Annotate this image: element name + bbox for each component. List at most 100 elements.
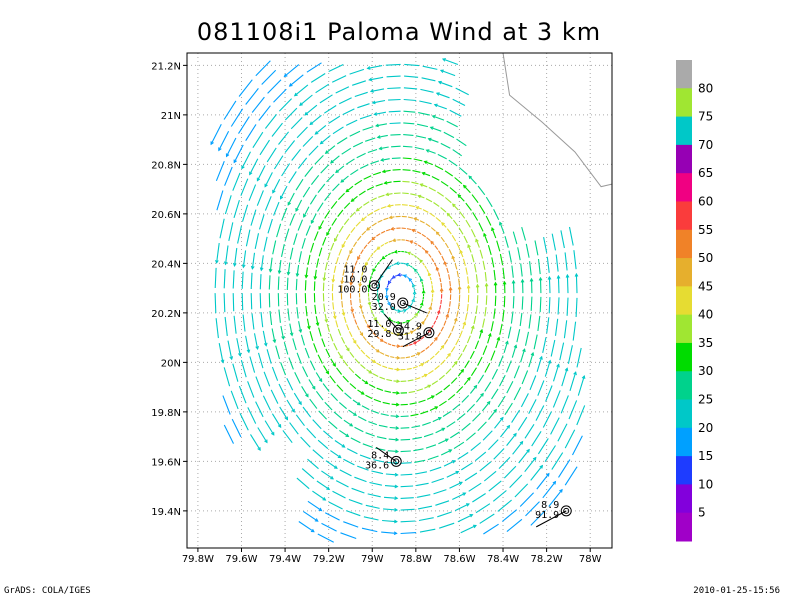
- streamline-segment: [324, 401, 333, 411]
- streamline-arrow: [367, 302, 372, 307]
- streamline-segment: [530, 510, 546, 526]
- streamline-arrow: [434, 406, 439, 410]
- station-label: 29.8: [367, 329, 391, 340]
- streamline-arrow: [565, 273, 570, 278]
- streamline-segment: [421, 77, 436, 82]
- streamline-segment: [345, 119, 358, 126]
- streamline-segment: [575, 297, 578, 318]
- streamline-segment: [434, 245, 439, 250]
- streamline-segment: [340, 175, 349, 183]
- streamline-arrow: [376, 246, 381, 250]
- streamline-arrow: [486, 400, 491, 405]
- streamline-segment: [227, 340, 233, 360]
- streamline-segment: [343, 521, 359, 528]
- coastline-path: [502, 52, 613, 188]
- streamline-arrow: [264, 439, 268, 444]
- streamline-segment: [367, 257, 371, 262]
- streamline-segment: [440, 69, 456, 77]
- streamline-segment: [336, 367, 343, 375]
- streamline-segment: [472, 212, 479, 221]
- streamline-arrow: [352, 340, 357, 345]
- streamline-segment: [394, 275, 397, 277]
- streamline-segment: [232, 363, 239, 382]
- streamline-arrow: [233, 159, 237, 164]
- streamline-arrow: [329, 159, 334, 164]
- streamline-segment: [316, 480, 330, 490]
- streamline-segment: [459, 250, 464, 258]
- streamline-segment: [317, 533, 334, 543]
- streamline-segment: [391, 307, 394, 310]
- streamline-segment: [440, 180, 449, 187]
- streamline-arrow: [210, 141, 214, 146]
- streamline-segment: [250, 209, 257, 226]
- streamline-arrow: [263, 342, 268, 347]
- streamline-arrow: [241, 165, 245, 170]
- streamline-segment: [478, 329, 483, 339]
- streamline-arrow: [339, 355, 343, 360]
- streamline-segment: [366, 186, 375, 191]
- streamline-segment: [435, 350, 440, 356]
- streamline-segment: [511, 409, 521, 423]
- streamline-segment: [519, 312, 523, 327]
- streamline-segment: [231, 418, 242, 438]
- streamline-segment: [379, 351, 385, 355]
- streamline-arrow: [529, 277, 534, 282]
- streamline-arrow: [522, 348, 526, 353]
- streamline-segment: [454, 263, 458, 270]
- streamline-segment: [424, 359, 430, 364]
- streamline-segment: [552, 390, 561, 408]
- streamline-segment: [485, 196, 493, 208]
- streamline-segment: [502, 267, 505, 279]
- wind-barb: [384, 313, 399, 331]
- streamline-segment: [437, 272, 441, 277]
- streamline-arrow: [439, 287, 444, 292]
- streamline-segment: [379, 277, 382, 281]
- streamline-arrow: [288, 83, 293, 87]
- streamline-segment: [351, 195, 358, 202]
- streamline-segment: [548, 276, 551, 294]
- streamline-arrow: [472, 524, 477, 529]
- streamline-arrow: [532, 456, 537, 461]
- streamline-segment: [239, 413, 249, 431]
- streamline-arrow: [435, 231, 440, 236]
- streamline-segment: [461, 395, 470, 403]
- streamline-segment: [284, 64, 300, 77]
- streamline-segment: [426, 395, 435, 400]
- streamline-segment: [504, 236, 509, 248]
- streamline-segment: [544, 445, 556, 462]
- streamline-segment: [266, 147, 277, 163]
- streamline-segment: [520, 348, 526, 363]
- streamline-segment: [325, 460, 338, 469]
- streamline-segment: [408, 390, 416, 394]
- streamline-segment: [528, 399, 537, 414]
- streamline-segment: [302, 366, 309, 378]
- streamline-segment: [413, 448, 424, 452]
- streamline-segment: [342, 108, 355, 116]
- streamline-arrow: [439, 69, 444, 74]
- streamline-segment: [464, 313, 468, 321]
- streamline-segment: [337, 209, 344, 217]
- streamline-segment: [477, 374, 485, 384]
- y-tick-label: 20.8N: [151, 160, 181, 171]
- streamline-arrow: [349, 281, 354, 286]
- streamlines: [210, 58, 586, 543]
- streamline-segment: [390, 415, 399, 418]
- streamline-segment: [384, 485, 398, 488]
- streamline-segment: [457, 353, 463, 361]
- streamline-segment: [534, 240, 539, 256]
- streamline-arrow: [406, 251, 411, 256]
- colorbar-label: 55: [698, 223, 713, 237]
- streamline-segment: [491, 257, 495, 268]
- streamline-segment: [512, 441, 524, 455]
- streamline-segment: [271, 366, 279, 381]
- streamline-segment: [302, 186, 311, 198]
- streamline-arrow: [395, 426, 400, 430]
- streamline-segment: [429, 466, 442, 472]
- x-tick-label: 79.8W: [182, 554, 214, 565]
- streamline-segment: [420, 336, 425, 340]
- streamline-segment: [382, 401, 390, 405]
- streamline-arrow: [496, 336, 501, 341]
- streamline-segment: [490, 350, 496, 361]
- streamline-segment: [444, 339, 449, 345]
- streamline-segment: [400, 438, 411, 441]
